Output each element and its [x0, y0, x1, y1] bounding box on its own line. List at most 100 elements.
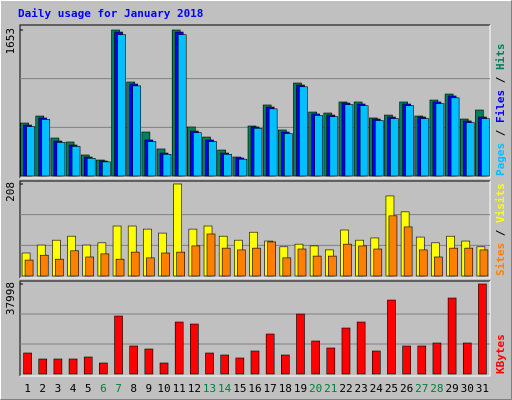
bar	[102, 161, 111, 177]
legend-entry: Hits	[494, 44, 507, 71]
bar	[55, 258, 64, 277]
bar	[373, 248, 383, 277]
bar	[206, 233, 216, 277]
x-tick-label: 22	[339, 382, 352, 395]
bar	[117, 34, 126, 177]
bar	[450, 97, 460, 177]
bar	[329, 116, 339, 177]
bar	[481, 118, 490, 177]
bar	[191, 245, 201, 277]
bar	[86, 158, 96, 177]
x-tick-label: 14	[218, 382, 232, 395]
y-tick-label: 1653	[4, 28, 17, 55]
x-tick-label: 8	[130, 382, 137, 395]
bar	[220, 354, 229, 375]
bar	[71, 146, 81, 177]
panel-edge	[20, 25, 491, 179]
legend-entry: Files	[494, 90, 507, 123]
x-tick-label: 17	[264, 382, 277, 395]
bar	[130, 251, 140, 277]
bar	[115, 258, 125, 277]
bar	[252, 247, 261, 277]
bar	[388, 215, 398, 277]
x-tick-label: 24	[370, 382, 384, 395]
bar	[418, 249, 428, 277]
bar	[250, 350, 260, 375]
bar	[205, 352, 214, 375]
bar	[405, 105, 414, 177]
x-tick-label: 25	[385, 382, 398, 395]
bar	[374, 120, 384, 177]
bar	[223, 154, 232, 177]
bar	[56, 142, 66, 177]
bar	[390, 118, 399, 177]
bar	[237, 249, 246, 277]
bar	[24, 259, 34, 277]
bar	[417, 345, 427, 375]
x-tick-label: 23	[355, 382, 368, 395]
legend-entry: Sites	[494, 243, 507, 276]
x-tick-label: 31	[476, 382, 489, 395]
bar	[356, 321, 366, 375]
bar	[39, 254, 49, 277]
bar	[129, 345, 139, 375]
y-tick-label: 37998	[4, 282, 17, 315]
legend-separator: /	[494, 223, 507, 243]
bar	[41, 119, 51, 177]
x-tick-label: 13	[203, 382, 216, 395]
bar	[53, 358, 63, 375]
x-tick-label: 9	[146, 382, 153, 395]
bar	[371, 350, 381, 375]
bar	[282, 257, 292, 277]
bar	[296, 313, 305, 375]
bar	[402, 345, 411, 375]
bar	[449, 247, 458, 277]
x-tick-label: 4	[70, 382, 77, 395]
bar	[284, 133, 293, 177]
bar	[297, 248, 307, 277]
bar	[83, 356, 93, 375]
bar	[161, 252, 170, 277]
bar	[478, 283, 487, 375]
legend: Pages / Files / Hits	[494, 44, 507, 177]
bar	[38, 358, 48, 375]
x-tick-label: 2	[39, 382, 46, 395]
x-tick-label: 28	[430, 382, 443, 395]
bar	[26, 126, 35, 177]
panel-edge	[20, 181, 491, 279]
bar	[462, 342, 472, 375]
legend-entry: Visits	[494, 183, 507, 223]
bar	[344, 104, 354, 177]
panel-edge	[20, 281, 491, 377]
bar	[267, 241, 276, 277]
bar	[432, 342, 442, 375]
bar	[387, 299, 396, 375]
x-tick-label: 12	[188, 382, 201, 395]
x-tick-label: 16	[248, 382, 261, 395]
bar	[464, 247, 474, 277]
y-tick-label: 208	[4, 182, 17, 202]
bar	[23, 352, 32, 375]
x-tick-label: 20	[309, 382, 322, 395]
bar	[358, 245, 367, 277]
bar	[268, 108, 278, 177]
bar	[146, 257, 155, 277]
x-tick-label: 27	[415, 382, 428, 395]
bar	[403, 226, 413, 277]
bar	[162, 154, 172, 177]
legend: Sites / Visits	[494, 183, 507, 276]
bar	[253, 128, 263, 177]
x-tick-label: 7	[115, 382, 122, 395]
legend-entry: KBytes	[494, 334, 507, 374]
bar	[114, 315, 123, 375]
bar	[100, 253, 110, 277]
legend-separator: /	[494, 70, 507, 90]
bar	[343, 243, 352, 277]
bar	[68, 358, 78, 375]
bar	[147, 141, 157, 177]
bar	[177, 34, 187, 177]
bar	[479, 249, 489, 277]
x-tick-label: 10	[157, 382, 170, 395]
legend-entry: Pages	[494, 143, 507, 176]
